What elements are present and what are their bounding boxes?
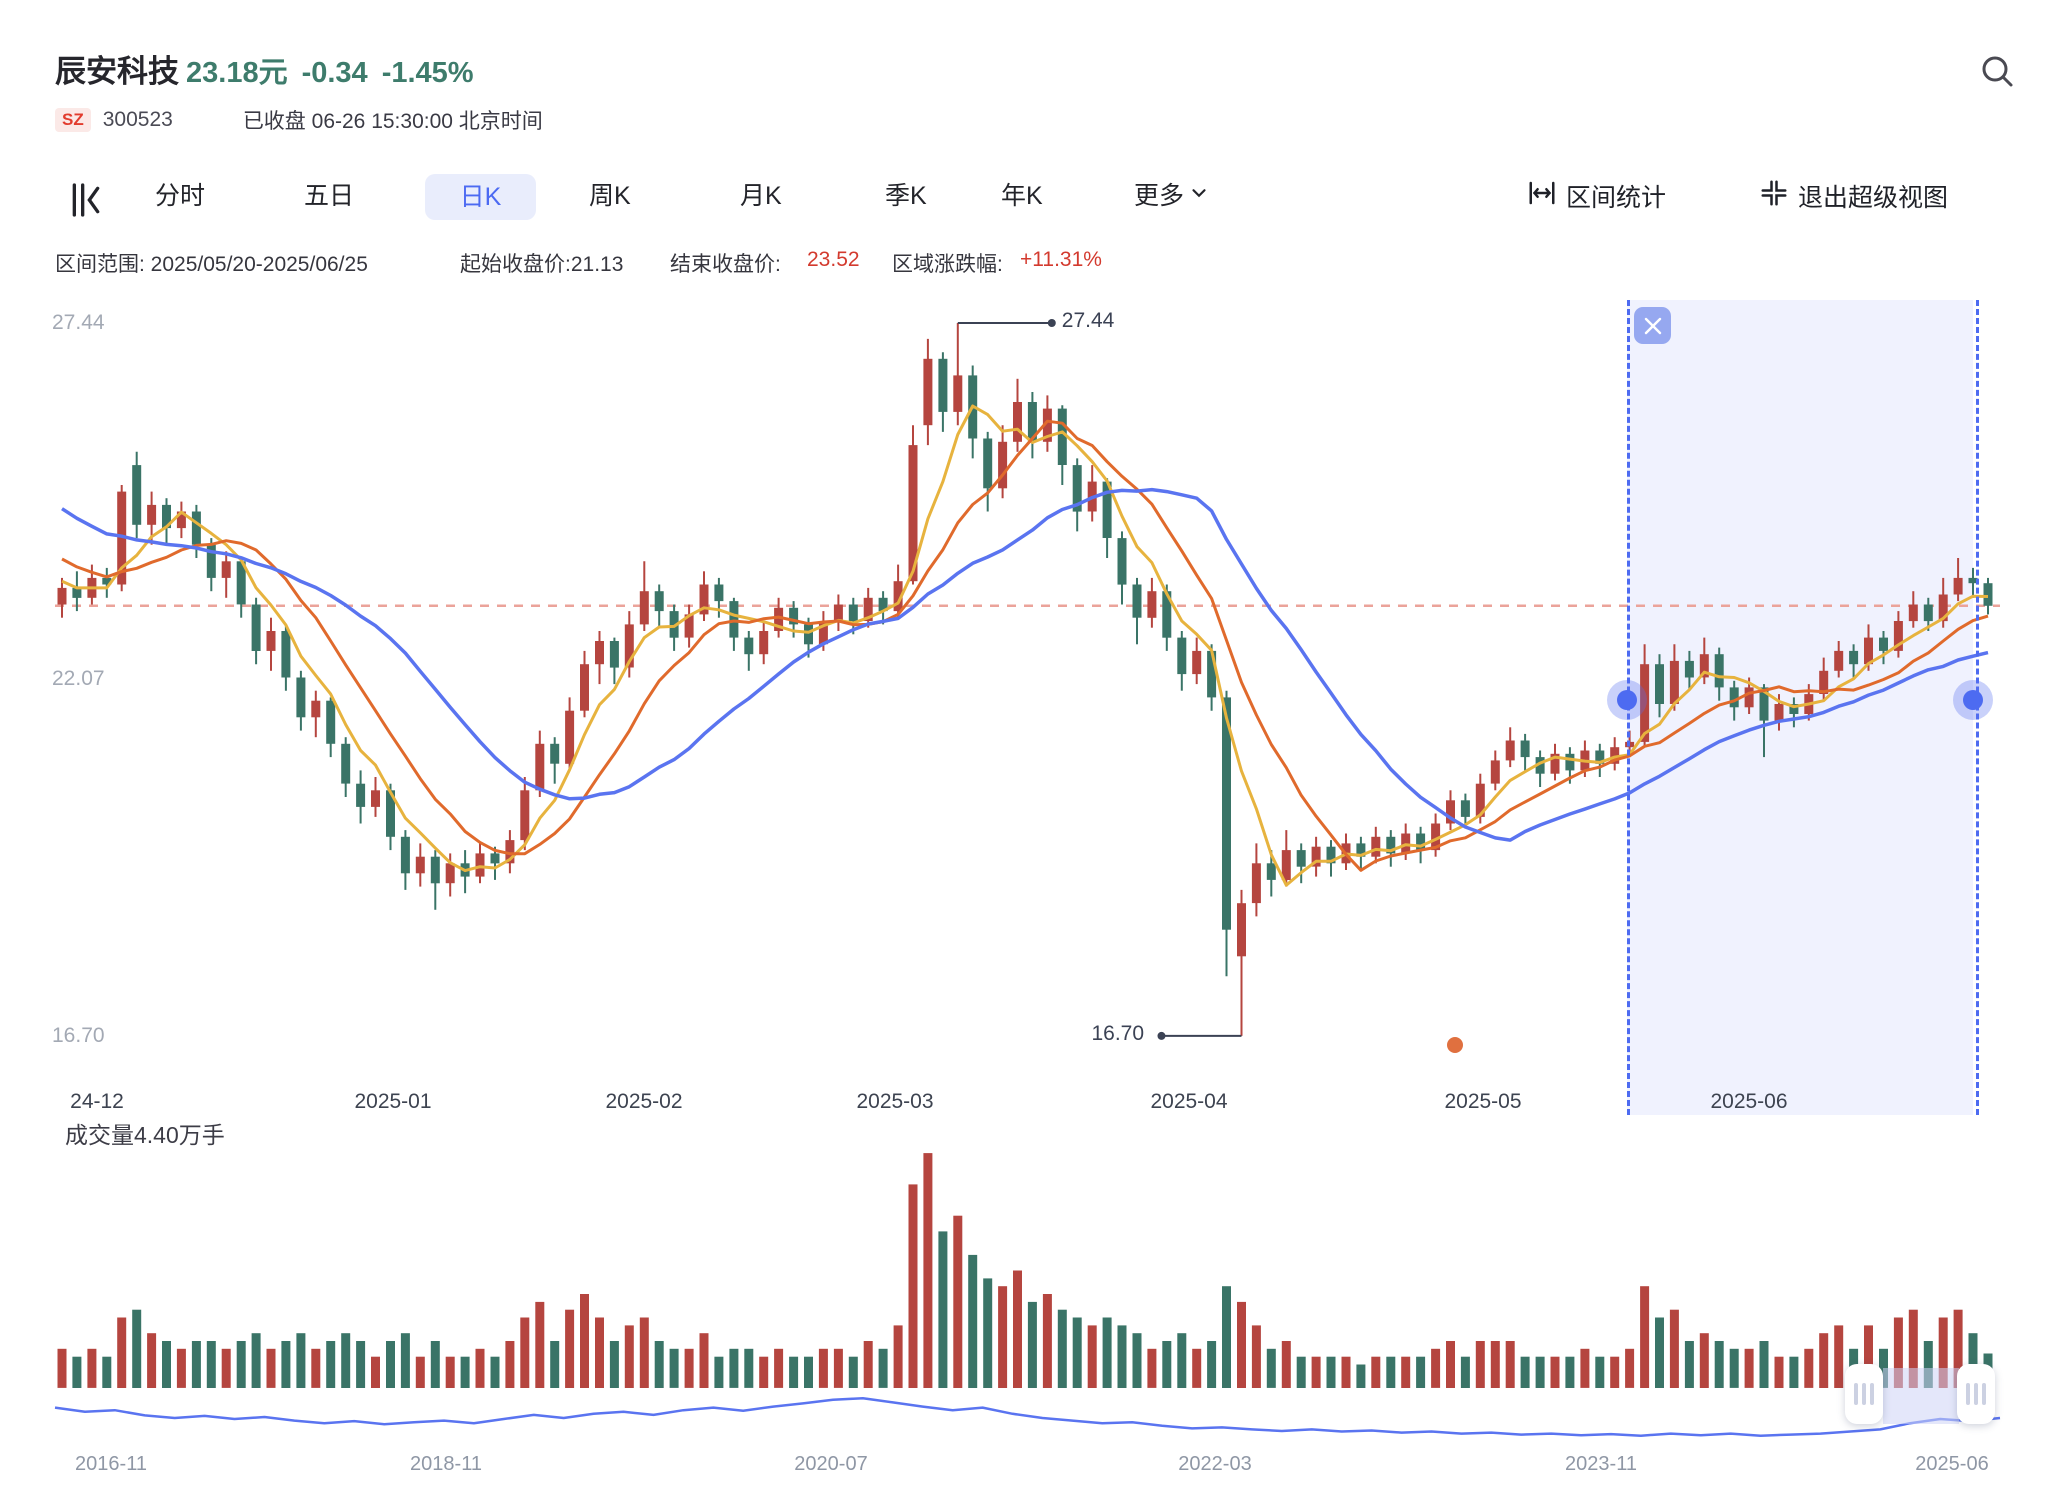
navigator-axis-label: 2023-11 (1565, 1453, 1637, 1475)
exit-super-view-label: 退出超级视图 (1798, 184, 1949, 212)
exchange-badge: SZ (55, 108, 91, 132)
price-change-pct: -1.45% (381, 57, 474, 89)
range-end-price-label: 结束收盘价: (670, 253, 781, 276)
market-status: 已收盘 06-26 15:30:00 北京时间 (242, 110, 543, 133)
volume-bars (57, 1153, 1993, 1388)
y-axis-label: 27.44 (52, 311, 105, 334)
selection-close-button[interactable] (1634, 307, 1671, 344)
high-annotation (957, 319, 1056, 327)
x-axis-label: 2025-02 (605, 1090, 683, 1113)
tab-daily-k[interactable]: 日K (425, 174, 536, 220)
tab-weekly-k[interactable]: 周K (589, 182, 631, 210)
tab-monthly-k[interactable]: 月K (740, 182, 782, 210)
low-annotation (1157, 1031, 1242, 1040)
price-change: -0.34 (301, 57, 368, 89)
collapse-icon (1759, 178, 1789, 215)
navigator-axis-label: 2018-11 (410, 1453, 482, 1475)
navigator-axis-label: 2016-11 (75, 1453, 147, 1475)
tab-bar: 分时 五日 日K 周K 月K 季K 年K 更多 区间统计 (0, 172, 2051, 228)
navigator-left-handle[interactable] (1845, 1364, 1883, 1424)
chevron-down-icon (1188, 172, 1210, 220)
event-dot (1447, 1037, 1463, 1053)
x-axis-label: 2025-01 (354, 1090, 432, 1113)
range-start-price: 起始收盘价:21.13 (460, 253, 624, 276)
tab-quarterly-k[interactable]: 季K (885, 182, 927, 210)
y-axis-label: 16.70 (52, 1024, 105, 1047)
range-period: 区间范围: 2025/05/20-2025/06/25 (55, 253, 368, 276)
volume-label: 成交量4.40万手 (65, 1122, 225, 1148)
x-axis-label: 2025-03 (856, 1090, 934, 1113)
tab-five-day[interactable]: 五日 (304, 182, 355, 210)
selection-right-handle[interactable] (1953, 680, 1993, 720)
navigator-selected-range[interactable] (1883, 1368, 1959, 1424)
exit-super-view-button[interactable]: 退出超级视图 (1759, 172, 1948, 220)
price-line: 23.18元 -0.34 -1.45% (186, 49, 488, 91)
stock-name: 辰安科技 (55, 54, 179, 89)
grip-icon (1966, 1383, 1970, 1405)
range-stats-button[interactable]: 区间统计 (1527, 172, 1666, 220)
range-stats-icon (1527, 178, 1557, 215)
kline-style-icon[interactable] (66, 180, 106, 220)
navigator-axis-label: 2025-06 (1915, 1453, 1989, 1475)
current-price: 23.18元 (186, 57, 288, 89)
tab-yearly-k[interactable]: 年K (1001, 182, 1043, 210)
grip-icon (1854, 1383, 1858, 1405)
more-label: 更多 (1134, 182, 1185, 210)
search-icon[interactable] (1978, 52, 2018, 92)
x-axis-label: 2025-04 (1150, 1090, 1228, 1113)
tab-more[interactable]: 更多 (1134, 172, 1210, 220)
x-axis-label: 2025-05 (1444, 1090, 1522, 1113)
navigator-axis-label: 2020-07 (794, 1453, 868, 1475)
range-stats-label: 区间统计 (1566, 184, 1667, 212)
range-end-price-value: 23.52 (807, 248, 860, 271)
selection-left-handle[interactable] (1607, 680, 1647, 720)
range-change-label: 区域涨跌幅: (892, 253, 1003, 276)
tab-minute[interactable]: 分时 (155, 182, 206, 210)
stock-code: 300523 (102, 108, 173, 131)
selection-region[interactable] (1627, 300, 1979, 1115)
range-info-row: 区间范围: 2025/05/20-2025/06/25 起始收盘价:21.13 … (0, 248, 2051, 278)
navigator-line (54, 1396, 2001, 1437)
navigator-right-handle[interactable] (1957, 1364, 1995, 1424)
high-annotation-text: 27.44 (1061, 309, 1115, 332)
range-change-value: +11.31% (1020, 248, 1102, 271)
stock-subheader: SZ 300523 已收盘 06-26 15:30:00 北京时间 (55, 106, 543, 134)
y-axis-label: 22.07 (52, 667, 105, 690)
navigator-axis-label: 2022-03 (1178, 1453, 1252, 1475)
low-annotation-text: 16.70 (1091, 1021, 1145, 1045)
x-axis-label: 24-12 (70, 1090, 124, 1113)
